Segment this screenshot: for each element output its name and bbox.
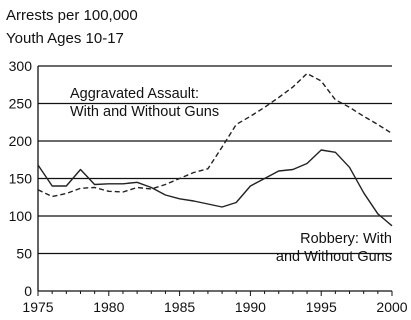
y-tick-label: 0 [24, 283, 32, 299]
assault-annotation-line-1: Aggravated Assault: [70, 86, 199, 102]
robbery-annotation-line-2: and Without Guns [276, 249, 392, 265]
annotations: Aggravated Assault: With and Without Guns… [70, 86, 392, 265]
x-tick-label: 1995 [306, 299, 337, 315]
x-axis-ticks: 1975 1980 1985 1990 1995 2000 [22, 291, 408, 315]
robbery-annotation-line-1: Robbery: With [300, 231, 392, 247]
assault-annotation-line-2: With and Without Guns [70, 104, 219, 120]
y-tick-label: 100 [9, 208, 33, 224]
y-axis-ticks: 0 50 100 150 200 250 300 [9, 58, 33, 299]
series-lines [37, 72, 393, 227]
y-axis-label-line2: Youth Ages 10-17 [6, 30, 124, 47]
robbery-line [37, 149, 393, 227]
y-tick-label: 150 [9, 171, 33, 187]
gridlines [37, 65, 392, 292]
x-tick-label: 1990 [235, 299, 266, 315]
x-tick-label: 1980 [93, 299, 124, 315]
x-tick-label: 1975 [22, 299, 53, 315]
y-tick-label: 250 [9, 96, 33, 112]
y-axis-label-line1: Arrests per 100,000 [6, 7, 138, 24]
y-tick-label: 200 [9, 133, 33, 149]
aggravated-assault-line [37, 72, 393, 198]
x-tick-label: 2000 [376, 299, 407, 315]
y-tick-label: 300 [9, 58, 33, 74]
y-tick-label: 50 [16, 246, 32, 262]
x-tick-label: 1985 [164, 299, 195, 315]
